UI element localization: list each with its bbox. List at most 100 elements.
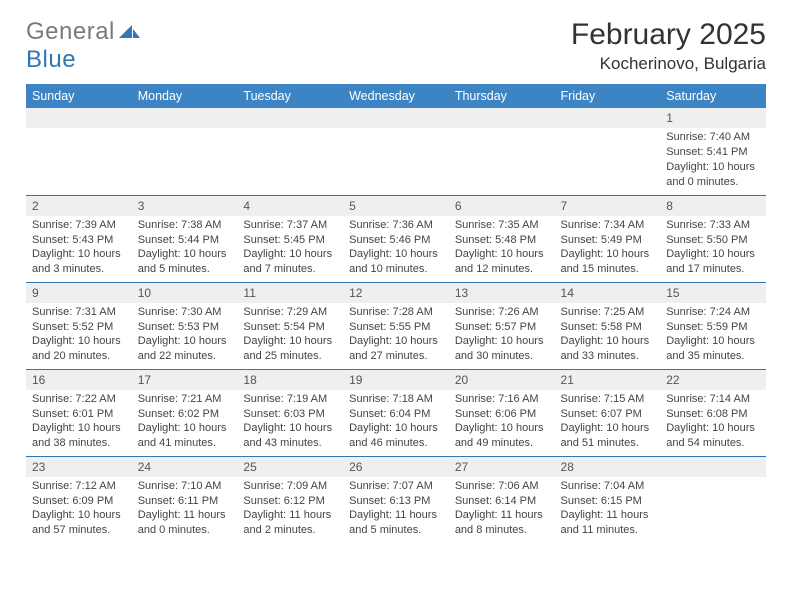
day-line: and 30 minutes. (455, 349, 549, 364)
calendar-cell: 9Sunrise: 7:31 AMSunset: 5:52 PMDaylight… (26, 282, 132, 369)
day-line: Sunrise: 7:21 AM (138, 392, 232, 407)
day-line: and 41 minutes. (138, 436, 232, 451)
day-line: Daylight: 10 hours (455, 334, 549, 349)
day-line: and 22 minutes. (138, 349, 232, 364)
calendar-cell (237, 108, 343, 195)
day-line: Daylight: 10 hours (666, 160, 760, 175)
day-line: Daylight: 10 hours (666, 421, 760, 436)
day-content: Sunrise: 7:31 AMSunset: 5:52 PMDaylight:… (26, 303, 132, 368)
day-line: and 35 minutes. (666, 349, 760, 364)
day-line: Sunset: 6:01 PM (32, 407, 126, 422)
day-line: Daylight: 11 hours (561, 508, 655, 523)
calendar-row: 2Sunrise: 7:39 AMSunset: 5:43 PMDaylight… (26, 195, 766, 282)
day-line: and 17 minutes. (666, 262, 760, 277)
day-content: Sunrise: 7:34 AMSunset: 5:49 PMDaylight:… (555, 216, 661, 281)
day-content: Sunrise: 7:29 AMSunset: 5:54 PMDaylight:… (237, 303, 343, 368)
day-number: 14 (555, 283, 661, 303)
day-line: Daylight: 10 hours (666, 247, 760, 262)
day-line: Sunset: 5:54 PM (243, 320, 337, 335)
day-line: Daylight: 10 hours (349, 334, 443, 349)
day-number: 8 (660, 196, 766, 216)
day-line: Daylight: 10 hours (349, 247, 443, 262)
calendar-cell: 3Sunrise: 7:38 AMSunset: 5:44 PMDaylight… (132, 195, 238, 282)
day-content: Sunrise: 7:28 AMSunset: 5:55 PMDaylight:… (343, 303, 449, 368)
day-line: Sunset: 6:08 PM (666, 407, 760, 422)
day-line: Sunset: 6:04 PM (349, 407, 443, 422)
calendar-row: 23Sunrise: 7:12 AMSunset: 6:09 PMDayligh… (26, 456, 766, 543)
day-line: Daylight: 10 hours (561, 247, 655, 262)
day-line: and 57 minutes. (32, 523, 126, 538)
day-line: Sunrise: 7:25 AM (561, 305, 655, 320)
title-block: February 2025 Kocherinovo, Bulgaria (571, 18, 766, 74)
calendar-cell (449, 108, 555, 195)
day-line: Sunset: 5:53 PM (138, 320, 232, 335)
day-line: Sunset: 6:13 PM (349, 494, 443, 509)
day-line: and 20 minutes. (32, 349, 126, 364)
day-line: and 7 minutes. (243, 262, 337, 277)
calendar-cell (660, 456, 766, 543)
day-line: and 2 minutes. (243, 523, 337, 538)
weekday-header: Sunday (26, 84, 132, 108)
day-content (26, 128, 132, 134)
day-line: Daylight: 10 hours (561, 421, 655, 436)
day-number: 21 (555, 370, 661, 390)
day-line: Sunrise: 7:24 AM (666, 305, 760, 320)
day-line: Sunrise: 7:37 AM (243, 218, 337, 233)
day-line: Sunset: 6:14 PM (455, 494, 549, 509)
day-content: Sunrise: 7:26 AMSunset: 5:57 PMDaylight:… (449, 303, 555, 368)
calendar-cell (132, 108, 238, 195)
day-line: Sunset: 5:44 PM (138, 233, 232, 248)
calendar-cell: 14Sunrise: 7:25 AMSunset: 5:58 PMDayligh… (555, 282, 661, 369)
calendar-cell (555, 108, 661, 195)
day-number: 4 (237, 196, 343, 216)
day-line: Sunrise: 7:06 AM (455, 479, 549, 494)
day-line: Sunset: 6:03 PM (243, 407, 337, 422)
calendar-cell: 25Sunrise: 7:09 AMSunset: 6:12 PMDayligh… (237, 456, 343, 543)
day-number: 24 (132, 457, 238, 477)
day-number: 3 (132, 196, 238, 216)
day-line: and 15 minutes. (561, 262, 655, 277)
day-number: 18 (237, 370, 343, 390)
calendar-cell: 23Sunrise: 7:12 AMSunset: 6:09 PMDayligh… (26, 456, 132, 543)
day-number: 1 (660, 108, 766, 128)
calendar-cell: 13Sunrise: 7:26 AMSunset: 5:57 PMDayligh… (449, 282, 555, 369)
day-line: Sunset: 6:12 PM (243, 494, 337, 509)
day-number: 2 (26, 196, 132, 216)
calendar-cell: 18Sunrise: 7:19 AMSunset: 6:03 PMDayligh… (237, 369, 343, 456)
day-content (660, 477, 766, 483)
day-content (555, 128, 661, 134)
brand-part1: General (26, 18, 115, 45)
day-line: Daylight: 10 hours (32, 247, 126, 262)
day-line: Daylight: 10 hours (455, 421, 549, 436)
day-line: Sunset: 5:59 PM (666, 320, 760, 335)
day-line: Sunset: 5:41 PM (666, 145, 760, 160)
calendar-cell: 12Sunrise: 7:28 AMSunset: 5:55 PMDayligh… (343, 282, 449, 369)
day-line: Daylight: 10 hours (455, 247, 549, 262)
day-line: Daylight: 10 hours (666, 334, 760, 349)
day-content: Sunrise: 7:30 AMSunset: 5:53 PMDaylight:… (132, 303, 238, 368)
day-content: Sunrise: 7:25 AMSunset: 5:58 PMDaylight:… (555, 303, 661, 368)
day-line: Sunset: 5:55 PM (349, 320, 443, 335)
day-line: and 10 minutes. (349, 262, 443, 277)
day-content: Sunrise: 7:35 AMSunset: 5:48 PMDaylight:… (449, 216, 555, 281)
calendar-cell: 24Sunrise: 7:10 AMSunset: 6:11 PMDayligh… (132, 456, 238, 543)
day-line: Sunrise: 7:15 AM (561, 392, 655, 407)
calendar-cell: 17Sunrise: 7:21 AMSunset: 6:02 PMDayligh… (132, 369, 238, 456)
day-line: Sunset: 6:02 PM (138, 407, 232, 422)
brand-part2: Blue (26, 46, 76, 73)
day-content: Sunrise: 7:12 AMSunset: 6:09 PMDaylight:… (26, 477, 132, 542)
day-line: Sunset: 6:06 PM (455, 407, 549, 422)
calendar-cell: 15Sunrise: 7:24 AMSunset: 5:59 PMDayligh… (660, 282, 766, 369)
day-line: Sunset: 5:46 PM (349, 233, 443, 248)
day-number: 23 (26, 457, 132, 477)
calendar-cell: 4Sunrise: 7:37 AMSunset: 5:45 PMDaylight… (237, 195, 343, 282)
day-number: 11 (237, 283, 343, 303)
day-line: Daylight: 10 hours (32, 334, 126, 349)
day-line: and 54 minutes. (666, 436, 760, 451)
day-line: Sunset: 6:11 PM (138, 494, 232, 509)
day-content: Sunrise: 7:16 AMSunset: 6:06 PMDaylight:… (449, 390, 555, 455)
day-number: 10 (132, 283, 238, 303)
day-line: Daylight: 11 hours (243, 508, 337, 523)
calendar-row: 16Sunrise: 7:22 AMSunset: 6:01 PMDayligh… (26, 369, 766, 456)
day-line: Sunset: 5:50 PM (666, 233, 760, 248)
